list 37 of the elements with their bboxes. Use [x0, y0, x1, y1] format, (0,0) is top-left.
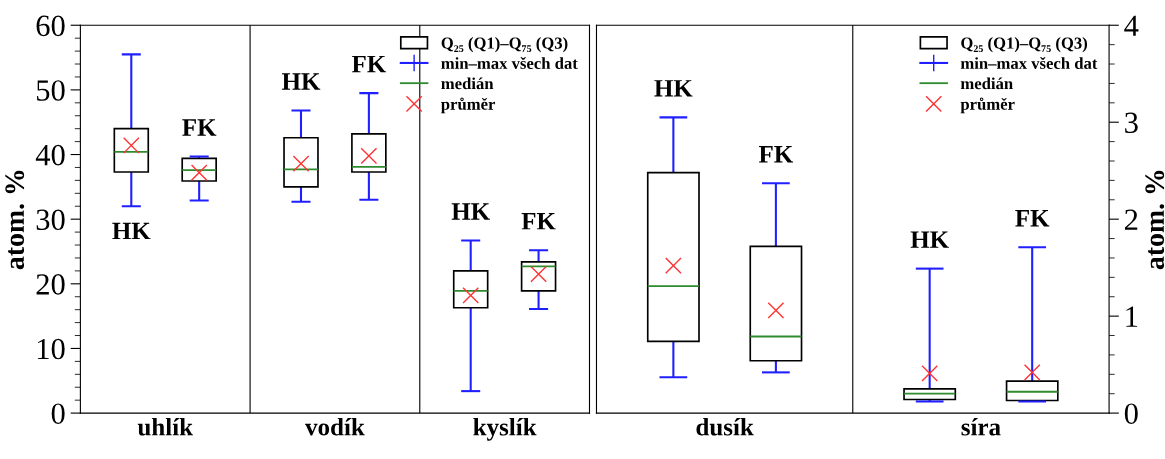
text: FK — [351, 55, 387, 73]
annotation: průměr — [960, 97, 1015, 114]
text: FK — [758, 146, 794, 163]
y-tick-label: 20 — [36, 274, 65, 295]
annotation: min–max všech dat — [960, 57, 1098, 69]
y-tick-label: 40 — [35, 144, 65, 166]
annotation: Q₂₅ (Q1)–Q₇₅ (Q3) — [441, 37, 568, 53]
y2-tick-label: 0 — [1124, 403, 1138, 424]
text: HK — [112, 222, 151, 240]
y-tick-label: 50 — [37, 80, 65, 101]
y2-tick-label: 1 — [1126, 306, 1138, 327]
series-label: HK — [281, 73, 321, 90]
y2-tick-label: 4 — [1124, 15, 1139, 36]
text: FK — [1015, 210, 1050, 227]
text: FK — [521, 212, 556, 230]
y2-tick-label: 2 — [1125, 209, 1138, 230]
text: HK — [654, 80, 693, 97]
x-tick-label: síra — [961, 417, 1001, 436]
y2-tick-label: 3 — [1125, 112, 1138, 134]
annotation: průměr — [441, 97, 496, 114]
text: HK — [910, 231, 949, 248]
y-tick-label: 10 — [37, 338, 65, 360]
series-label: FK — [182, 119, 217, 136]
y-tick-label: 60 — [36, 15, 65, 37]
annotation: Q₂₅ (Q1)–Q₇₅ (Q3) — [961, 37, 1088, 53]
annotation: medián — [960, 77, 1013, 90]
y2-axis-title: atom. % — [1145, 170, 1165, 270]
x-tick-label: vodík — [305, 417, 365, 436]
y-axis-title: atom. % — [5, 170, 25, 270]
annotation: min–max všech dat — [441, 57, 578, 69]
text: HK — [451, 203, 490, 220]
annotation: medián — [441, 77, 494, 90]
y-tick-label: 30 — [36, 209, 65, 231]
y-tick-label: 0 — [51, 403, 65, 424]
x-tick-label: uhlík — [137, 417, 193, 436]
x-tick-label: dusík — [696, 417, 754, 436]
x-tick-label: kyslík — [473, 417, 537, 441]
